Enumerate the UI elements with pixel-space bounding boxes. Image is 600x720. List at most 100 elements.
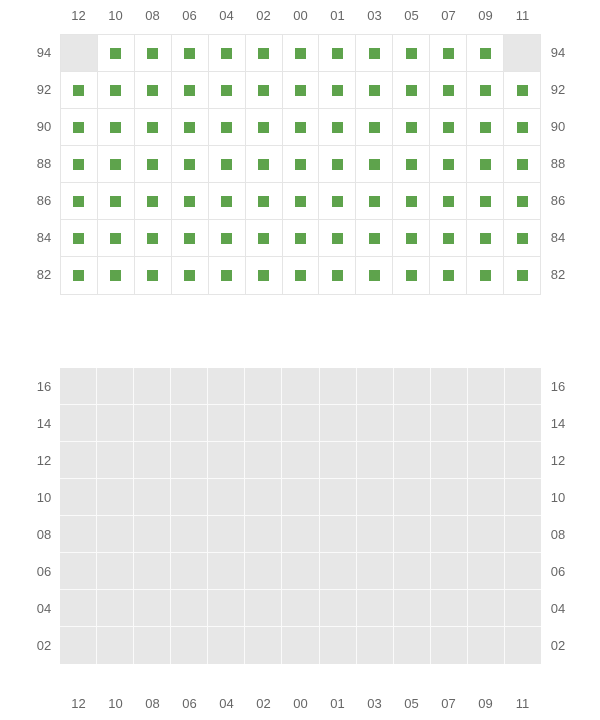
grid-cell[interactable] bbox=[356, 109, 393, 146]
grid-cell[interactable] bbox=[283, 257, 320, 294]
grid-cell[interactable] bbox=[246, 72, 283, 109]
grid-cell[interactable] bbox=[172, 35, 209, 72]
grid-cell[interactable] bbox=[283, 220, 320, 257]
grid-cell[interactable] bbox=[246, 35, 283, 72]
grid-cell[interactable] bbox=[209, 257, 246, 294]
grid-cell[interactable] bbox=[430, 220, 467, 257]
grid-cell[interactable] bbox=[467, 220, 504, 257]
grid-cell bbox=[208, 368, 245, 405]
grid-cell[interactable] bbox=[246, 146, 283, 183]
grid-cell[interactable] bbox=[319, 146, 356, 183]
grid-cell[interactable] bbox=[467, 109, 504, 146]
grid-cell[interactable] bbox=[504, 220, 540, 257]
grid-cell[interactable] bbox=[246, 183, 283, 220]
grid-cell[interactable] bbox=[356, 220, 393, 257]
grid-cell[interactable] bbox=[319, 257, 356, 294]
row-label: 12 bbox=[547, 442, 569, 479]
grid-cell[interactable] bbox=[135, 257, 172, 294]
grid-cell[interactable] bbox=[135, 109, 172, 146]
grid-cell[interactable] bbox=[98, 146, 135, 183]
grid-cell[interactable] bbox=[467, 146, 504, 183]
grid-cell[interactable] bbox=[98, 72, 135, 109]
grid-cell[interactable] bbox=[135, 146, 172, 183]
grid-cell[interactable] bbox=[61, 220, 98, 257]
grid-cell[interactable] bbox=[467, 183, 504, 220]
grid-cell[interactable] bbox=[209, 72, 246, 109]
grid-cell[interactable] bbox=[356, 183, 393, 220]
grid-cell[interactable] bbox=[504, 257, 540, 294]
grid-cell[interactable] bbox=[98, 109, 135, 146]
grid-cell[interactable] bbox=[246, 257, 283, 294]
grid-cell[interactable] bbox=[246, 220, 283, 257]
grid-cell bbox=[357, 627, 394, 664]
grid-cell[interactable] bbox=[467, 72, 504, 109]
grid-cell[interactable] bbox=[430, 146, 467, 183]
grid-cell[interactable] bbox=[430, 257, 467, 294]
grid-cell[interactable] bbox=[504, 109, 540, 146]
grid-cell[interactable] bbox=[172, 146, 209, 183]
grid-cell[interactable] bbox=[98, 35, 135, 72]
grid-cell[interactable] bbox=[393, 220, 430, 257]
grid-cell[interactable] bbox=[283, 183, 320, 220]
grid-cell[interactable] bbox=[209, 146, 246, 183]
grid-cell[interactable] bbox=[393, 183, 430, 220]
slot-marker-icon bbox=[517, 196, 528, 207]
grid-cell[interactable] bbox=[504, 146, 540, 183]
grid-cell[interactable] bbox=[98, 220, 135, 257]
grid-cell[interactable] bbox=[430, 35, 467, 72]
grid-cell bbox=[320, 442, 357, 479]
grid-cell[interactable] bbox=[172, 220, 209, 257]
grid-cell[interactable] bbox=[319, 183, 356, 220]
grid-cell[interactable] bbox=[356, 257, 393, 294]
grid-cell[interactable] bbox=[61, 109, 98, 146]
grid-cell[interactable] bbox=[209, 109, 246, 146]
grid-cell[interactable] bbox=[356, 35, 393, 72]
grid-cell[interactable] bbox=[172, 109, 209, 146]
grid-cell[interactable] bbox=[393, 109, 430, 146]
grid-cell[interactable] bbox=[356, 72, 393, 109]
grid-cell[interactable] bbox=[135, 220, 172, 257]
grid-cell[interactable] bbox=[319, 220, 356, 257]
grid-cell bbox=[134, 368, 171, 405]
grid-cell[interactable] bbox=[283, 72, 320, 109]
grid-cell[interactable] bbox=[209, 183, 246, 220]
grid-cell[interactable] bbox=[172, 72, 209, 109]
grid-cell[interactable] bbox=[172, 183, 209, 220]
grid-cell[interactable] bbox=[209, 220, 246, 257]
grid-cell[interactable] bbox=[135, 183, 172, 220]
grid-cell[interactable] bbox=[393, 146, 430, 183]
grid-cell[interactable] bbox=[172, 257, 209, 294]
grid-cell[interactable] bbox=[467, 35, 504, 72]
grid-cell[interactable] bbox=[393, 257, 430, 294]
grid-cell[interactable] bbox=[430, 183, 467, 220]
grid-cell[interactable] bbox=[393, 35, 430, 72]
grid-cell[interactable] bbox=[61, 72, 98, 109]
grid-cell[interactable] bbox=[98, 257, 135, 294]
grid-cell[interactable] bbox=[283, 146, 320, 183]
grid-cell[interactable] bbox=[135, 72, 172, 109]
grid-cell[interactable] bbox=[283, 109, 320, 146]
grid-cell[interactable] bbox=[430, 109, 467, 146]
slot-marker-icon bbox=[406, 233, 417, 244]
grid-cell[interactable] bbox=[98, 183, 135, 220]
grid-cell[interactable] bbox=[319, 109, 356, 146]
grid-cell[interactable] bbox=[356, 146, 393, 183]
grid-cell[interactable] bbox=[209, 35, 246, 72]
grid-cell[interactable] bbox=[504, 72, 540, 109]
slot-marker-icon bbox=[406, 270, 417, 281]
grid-cell[interactable] bbox=[467, 257, 504, 294]
grid-cell[interactable] bbox=[283, 35, 320, 72]
grid-cell bbox=[171, 627, 208, 664]
row-label: 94 bbox=[33, 34, 55, 71]
grid-cell[interactable] bbox=[246, 109, 283, 146]
grid-cell bbox=[394, 590, 431, 627]
grid-cell[interactable] bbox=[319, 72, 356, 109]
grid-cell[interactable] bbox=[319, 35, 356, 72]
grid-cell[interactable] bbox=[135, 35, 172, 72]
grid-cell[interactable] bbox=[430, 72, 467, 109]
grid-cell[interactable] bbox=[61, 183, 98, 220]
grid-cell[interactable] bbox=[504, 183, 540, 220]
grid-cell[interactable] bbox=[61, 257, 98, 294]
grid-cell[interactable] bbox=[393, 72, 430, 109]
grid-cell[interactable] bbox=[61, 146, 98, 183]
